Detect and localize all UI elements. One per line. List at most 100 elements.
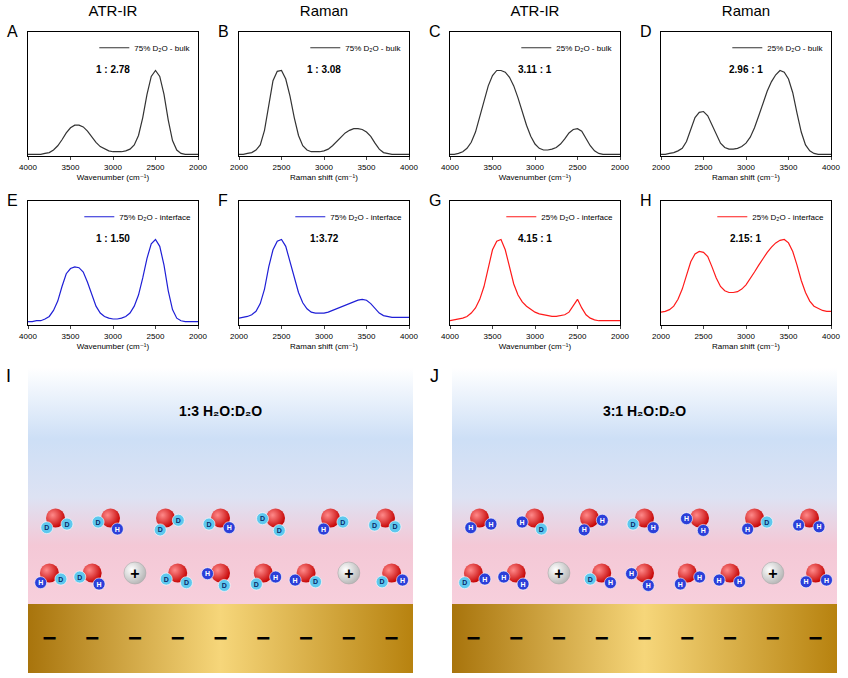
svg-text:D: D	[254, 581, 259, 588]
svg-text:D: D	[392, 523, 397, 530]
svg-text:3500: 3500	[62, 163, 80, 172]
svg-text:D: D	[158, 526, 163, 533]
svg-text:−: −	[552, 624, 566, 651]
svg-text:3000: 3000	[104, 163, 122, 172]
svg-text:2000: 2000	[611, 332, 629, 341]
svg-text:−: −	[385, 624, 399, 651]
svg-text:3000: 3000	[737, 163, 755, 172]
svg-text:3500: 3500	[358, 332, 376, 341]
svg-text:2500: 2500	[695, 332, 713, 341]
svg-text:3:1 H₂O:D₂O: 3:1 H₂O:D₂O	[603, 403, 686, 419]
svg-text:H: H	[646, 582, 651, 589]
svg-text:25% D₂O - interface: 25% D₂O - interface	[541, 213, 613, 222]
svg-text:4000: 4000	[822, 163, 840, 172]
svg-text:2500: 2500	[695, 163, 713, 172]
svg-text:2000: 2000	[230, 163, 248, 172]
svg-text:2500: 2500	[569, 332, 587, 341]
svg-text:H: H	[521, 581, 526, 588]
svg-text:D: D	[313, 578, 318, 585]
svg-text:D: D	[340, 519, 345, 526]
svg-text:−: −	[637, 624, 651, 651]
svg-text:−: −	[256, 624, 270, 651]
svg-text:25% D₂O - bulk: 25% D₂O - bulk	[767, 44, 823, 53]
svg-text:D: D	[588, 576, 593, 583]
svg-text:3000: 3000	[526, 332, 544, 341]
svg-text:Raman shift (cm⁻¹): Raman shift (cm⁻¹)	[712, 342, 780, 351]
svg-text:2000: 2000	[230, 332, 248, 341]
svg-text:4000: 4000	[441, 332, 459, 341]
svg-text:Wavenumber (cm⁻¹): Wavenumber (cm⁻¹)	[77, 173, 150, 182]
svg-text:2500: 2500	[147, 163, 165, 172]
svg-text:H: H	[816, 523, 821, 530]
svg-text:+: +	[344, 565, 353, 582]
svg-text:D: D	[206, 521, 211, 528]
svg-text:3.11 : 1: 3.11 : 1	[518, 64, 552, 75]
svg-text:3500: 3500	[780, 163, 798, 172]
svg-text:+: +	[768, 565, 777, 582]
svg-text:H: H	[824, 577, 829, 584]
svg-text:−: −	[509, 624, 523, 651]
svg-text:75% D₂O - interface: 75% D₂O - interface	[119, 213, 191, 222]
svg-text:D: D	[184, 579, 189, 586]
svg-text:D: D	[96, 519, 101, 526]
svg-text:H: H	[745, 526, 750, 533]
svg-text:H: H	[684, 515, 689, 522]
svg-text:−: −	[766, 624, 780, 651]
svg-text:−: −	[680, 624, 694, 651]
svg-text:2500: 2500	[273, 332, 291, 341]
svg-text:H: H	[468, 524, 473, 531]
svg-text:4000: 4000	[19, 332, 37, 341]
svg-text:2500: 2500	[273, 163, 291, 172]
svg-text:75% D₂O - bulk: 75% D₂O - bulk	[345, 44, 401, 53]
svg-text:−: −	[171, 624, 185, 651]
svg-text:4000: 4000	[400, 332, 418, 341]
svg-text:D: D	[372, 522, 377, 529]
svg-text:2500: 2500	[147, 332, 165, 341]
svg-text:H: H	[582, 526, 587, 533]
svg-text:3500: 3500	[780, 332, 798, 341]
svg-text:75% D₂O - bulk: 75% D₂O - bulk	[134, 44, 190, 53]
svg-text:2000: 2000	[652, 163, 670, 172]
svg-text:3500: 3500	[484, 163, 502, 172]
svg-text:H: H	[629, 570, 634, 577]
svg-text:D: D	[277, 527, 282, 534]
svg-text:D: D	[77, 574, 82, 581]
svg-text:Wavenumber (cm⁻¹): Wavenumber (cm⁻¹)	[77, 342, 150, 351]
svg-text:3500: 3500	[358, 163, 376, 172]
svg-text:1 : 3.08: 1 : 3.08	[307, 64, 341, 75]
svg-text:H: H	[293, 577, 298, 584]
svg-text:−: −	[42, 624, 56, 651]
svg-text:H: H	[520, 519, 525, 526]
svg-text:2.96 : 1: 2.96 : 1	[729, 64, 763, 75]
svg-text:H: H	[501, 574, 506, 581]
svg-text:−: −	[809, 624, 823, 651]
svg-text:H: H	[796, 522, 801, 529]
svg-text:H: H	[488, 521, 493, 528]
svg-text:−: −	[342, 624, 356, 651]
svg-text:Wavenumber (cm⁻¹): Wavenumber (cm⁻¹)	[499, 342, 572, 351]
svg-text:H: H	[701, 527, 706, 534]
svg-text:25% D₂O - bulk: 25% D₂O - bulk	[556, 44, 612, 53]
svg-text:3500: 3500	[484, 332, 502, 341]
svg-text:4000: 4000	[400, 163, 418, 172]
svg-text:H: H	[651, 524, 656, 531]
svg-text:H: H	[482, 576, 487, 583]
svg-text:H: H	[608, 579, 613, 586]
svg-text:D: D	[44, 524, 49, 531]
svg-text:−: −	[299, 624, 313, 651]
svg-text:4000: 4000	[441, 163, 459, 172]
svg-text:1 : 2.78: 1 : 2.78	[96, 64, 130, 75]
svg-text:−: −	[128, 624, 142, 651]
svg-text:D: D	[462, 579, 467, 586]
svg-text:2000: 2000	[189, 163, 207, 172]
svg-text:D: D	[176, 517, 181, 524]
svg-text:−: −	[213, 624, 227, 651]
svg-text:4000: 4000	[822, 332, 840, 341]
svg-text:Wavenumber (cm⁻¹): Wavenumber (cm⁻¹)	[499, 173, 572, 182]
svg-text:4.15 : 1: 4.15 : 1	[518, 233, 552, 244]
svg-text:H: H	[273, 574, 278, 581]
svg-text:D: D	[539, 526, 544, 533]
svg-text:H: H	[678, 581, 683, 588]
svg-text:H: H	[115, 526, 120, 533]
svg-text:2500: 2500	[569, 163, 587, 172]
